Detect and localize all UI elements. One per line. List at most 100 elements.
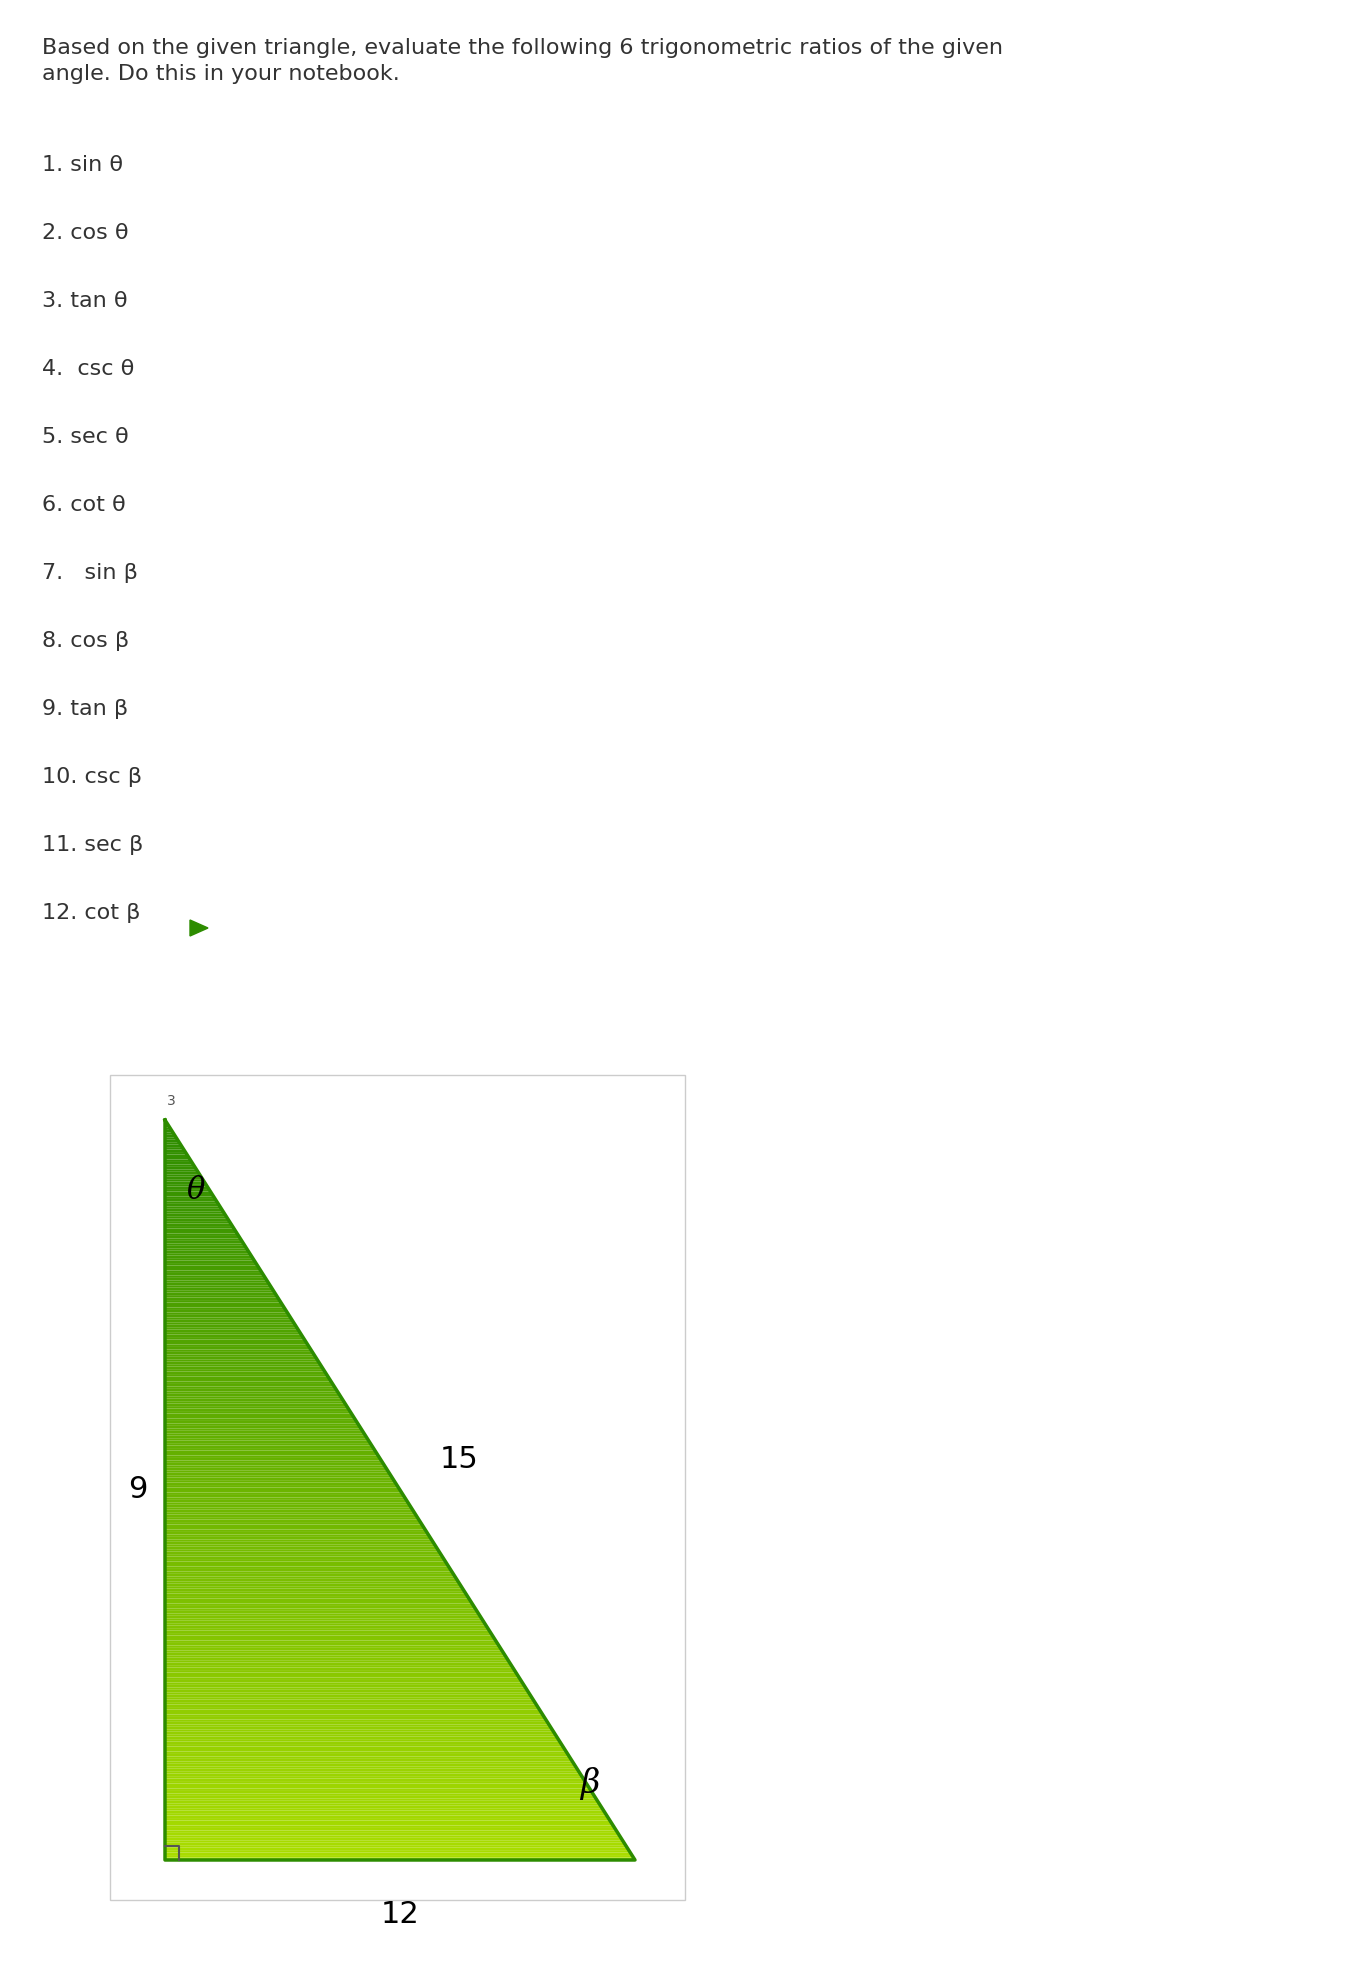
- Polygon shape: [166, 1445, 373, 1449]
- Polygon shape: [166, 1187, 209, 1189]
- Polygon shape: [166, 1482, 397, 1484]
- Polygon shape: [166, 1856, 633, 1858]
- Polygon shape: [166, 1500, 408, 1502]
- Polygon shape: [166, 1720, 547, 1722]
- Polygon shape: [166, 1282, 269, 1286]
- Polygon shape: [166, 1140, 179, 1142]
- Polygon shape: [166, 1740, 560, 1742]
- Polygon shape: [166, 1618, 483, 1620]
- Polygon shape: [166, 1469, 387, 1471]
- Polygon shape: [166, 1490, 402, 1492]
- Polygon shape: [166, 1547, 438, 1549]
- Polygon shape: [166, 1221, 231, 1223]
- Text: 9: 9: [127, 1476, 146, 1504]
- Polygon shape: [166, 1850, 631, 1852]
- Polygon shape: [166, 1528, 425, 1530]
- Polygon shape: [166, 1152, 187, 1154]
- Polygon shape: [166, 1705, 538, 1706]
- Polygon shape: [166, 1246, 246, 1248]
- Polygon shape: [166, 1533, 430, 1537]
- Polygon shape: [166, 1648, 502, 1649]
- Polygon shape: [166, 1636, 494, 1638]
- Polygon shape: [166, 1309, 287, 1313]
- Polygon shape: [166, 1551, 440, 1555]
- Polygon shape: [166, 1343, 308, 1345]
- Polygon shape: [166, 1184, 208, 1187]
- Text: 3. tan θ: 3. tan θ: [42, 291, 127, 311]
- Polygon shape: [166, 1710, 540, 1712]
- Text: 10. csc β: 10. csc β: [42, 767, 142, 786]
- Polygon shape: [166, 1606, 475, 1608]
- Polygon shape: [166, 1327, 298, 1329]
- Polygon shape: [166, 1785, 590, 1789]
- Polygon shape: [166, 1296, 278, 1298]
- Polygon shape: [166, 1260, 256, 1262]
- Text: Based on the given triangle, evaluate the following 6 trigonometric ratios of th: Based on the given triangle, evaluate th…: [42, 37, 1003, 85]
- Polygon shape: [166, 1364, 321, 1366]
- Polygon shape: [166, 1504, 410, 1508]
- Text: 1. sin θ: 1. sin θ: [42, 155, 123, 175]
- Polygon shape: [166, 1657, 508, 1659]
- Polygon shape: [166, 1372, 327, 1374]
- Polygon shape: [166, 1577, 457, 1579]
- Polygon shape: [166, 1473, 391, 1474]
- Polygon shape: [166, 1616, 482, 1618]
- Polygon shape: [166, 1649, 503, 1653]
- Polygon shape: [166, 1488, 399, 1490]
- Polygon shape: [166, 1227, 234, 1229]
- Polygon shape: [166, 1178, 202, 1180]
- Polygon shape: [166, 1706, 539, 1710]
- Polygon shape: [166, 1773, 581, 1775]
- Polygon shape: [166, 1598, 471, 1600]
- Polygon shape: [166, 1125, 170, 1127]
- Polygon shape: [166, 1537, 431, 1539]
- Polygon shape: [166, 1655, 506, 1657]
- Polygon shape: [166, 1799, 598, 1801]
- Polygon shape: [166, 1669, 516, 1673]
- Polygon shape: [166, 1459, 382, 1461]
- Polygon shape: [166, 1594, 468, 1596]
- Polygon shape: [166, 1569, 451, 1571]
- Polygon shape: [166, 1439, 368, 1441]
- Polygon shape: [166, 1388, 338, 1392]
- Polygon shape: [166, 1673, 517, 1675]
- Polygon shape: [166, 1522, 421, 1524]
- Polygon shape: [166, 1809, 603, 1811]
- Polygon shape: [166, 1386, 335, 1388]
- Polygon shape: [166, 1565, 449, 1567]
- Polygon shape: [166, 1561, 447, 1565]
- Polygon shape: [166, 1590, 465, 1594]
- Polygon shape: [166, 1323, 295, 1325]
- Polygon shape: [166, 1811, 605, 1813]
- Polygon shape: [166, 1701, 535, 1703]
- Polygon shape: [166, 1431, 364, 1433]
- Polygon shape: [166, 1160, 192, 1162]
- Polygon shape: [166, 1378, 331, 1382]
- Polygon shape: [166, 1435, 367, 1439]
- Polygon shape: [166, 1640, 497, 1644]
- Polygon shape: [166, 1408, 350, 1412]
- Polygon shape: [166, 1695, 532, 1697]
- Text: θ: θ: [187, 1176, 205, 1205]
- Polygon shape: [166, 1197, 215, 1199]
- Polygon shape: [166, 1266, 259, 1268]
- Polygon shape: [166, 1549, 439, 1551]
- Polygon shape: [166, 1628, 490, 1630]
- Polygon shape: [166, 1754, 569, 1756]
- Text: 6. cot θ: 6. cot θ: [42, 495, 126, 515]
- Polygon shape: [166, 1134, 176, 1136]
- Polygon shape: [166, 1752, 568, 1754]
- Polygon shape: [166, 1219, 230, 1221]
- Polygon shape: [166, 1842, 625, 1846]
- Polygon shape: [166, 1392, 339, 1394]
- Polygon shape: [166, 1589, 464, 1590]
- Polygon shape: [166, 1335, 302, 1337]
- Polygon shape: [166, 1744, 564, 1746]
- Polygon shape: [166, 1404, 346, 1406]
- Polygon shape: [166, 1189, 211, 1191]
- Polygon shape: [166, 1683, 524, 1685]
- Polygon shape: [166, 1805, 602, 1809]
- Polygon shape: [166, 1366, 323, 1368]
- Polygon shape: [166, 1575, 454, 1577]
- Polygon shape: [166, 1471, 389, 1473]
